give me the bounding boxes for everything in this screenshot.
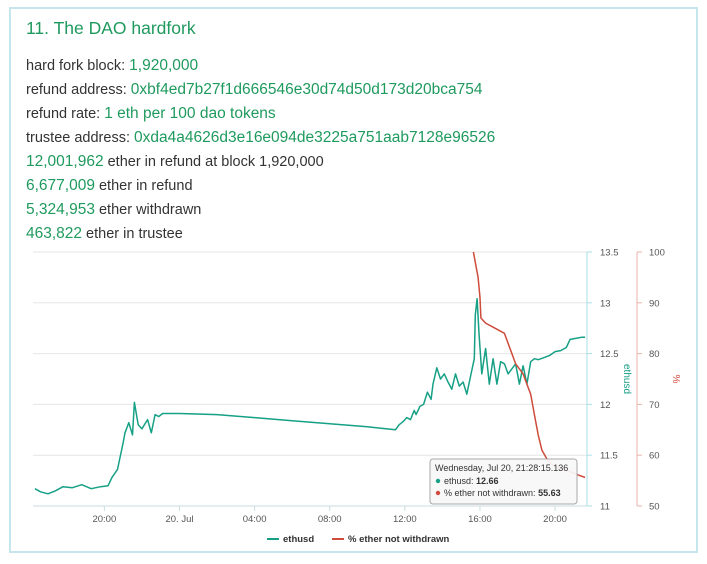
x-tick-label: 12:00 xyxy=(393,514,417,525)
tooltip-row: ethusd: 12.66 xyxy=(444,476,499,486)
info-row-ether-in-refund-at-block: 12,001,962 ether in refund at block 1,92… xyxy=(26,153,324,171)
info-value: 5,324,953 xyxy=(26,201,95,218)
pct-tick-label: 50 xyxy=(649,502,660,513)
ethusd-tick-label: 11.5 xyxy=(600,451,618,462)
ethusd-tick-label: 13 xyxy=(600,298,611,309)
tooltip-box xyxy=(429,458,578,505)
x-tick-label: 20:00 xyxy=(92,514,116,525)
chart-series xyxy=(34,251,586,495)
pct-tick-label: 90 xyxy=(649,298,660,309)
info-label: hard fork block: xyxy=(26,58,130,74)
info-row-refund-address: refund address: 0xbf4ed7b27f1d666546e30d… xyxy=(26,81,482,99)
tooltip-header: Wednesday, Jul 20, 21:28:15.136 xyxy=(435,463,568,473)
info-value: 6,677,009 xyxy=(26,177,95,194)
info-value: 463,822 xyxy=(26,225,83,242)
chart-legend[interactable]: ethusd % ether not withdrawn xyxy=(267,534,450,545)
ethusd-tick-label: 13.5 xyxy=(600,248,619,259)
x-tick-label: 20. Jul xyxy=(165,514,193,525)
legend-item-ethusd[interactable]: ethusd xyxy=(283,534,314,545)
info-value: 0xbf4ed7b27f1d666546e30d74d50d173d20bca7… xyxy=(130,81,483,98)
series-line-ethusd xyxy=(34,297,586,495)
tooltip-row-value: 12.66 xyxy=(476,476,499,486)
ethusd-tick-label: 11 xyxy=(600,502,610,513)
tooltip-dot xyxy=(435,490,441,496)
pct-tick-label: 100 xyxy=(649,248,665,259)
info-value: 12,001,962 xyxy=(26,153,104,170)
info-row-ether-in-trustee: 463,822 ether in trustee xyxy=(26,225,183,243)
info-row-trustee-address: trustee address: 0xda4a4626d3e16e094de32… xyxy=(26,129,495,147)
chart-tooltip: Wednesday, Jul 20, 21:28:15.136 ethusd: 1… xyxy=(429,458,578,505)
info-suffix: ether in trustee xyxy=(82,226,183,242)
info-label: refund rate: xyxy=(26,106,105,122)
info-row-ether-in-refund: 6,677,009 ether in refund xyxy=(26,177,193,195)
tooltip-dot xyxy=(435,478,441,484)
tooltip-row-label: ethusd: xyxy=(444,476,476,486)
pct-tick-label: 70 xyxy=(649,400,660,411)
ethusd-tick-label: 12 xyxy=(600,400,611,411)
info-value: 1,920,000 xyxy=(129,57,199,74)
info-row-hard-fork-block: hard fork block: 1,920,000 xyxy=(26,57,198,75)
info-row-ether-withdrawn: 5,324,953 ether withdrawn xyxy=(26,201,201,219)
chart-axes: 11 11.5 12 12.5 13 13.5 ethusd 50 60 70 80 90 100% 20… xyxy=(33,248,681,525)
pct-axis-title: % xyxy=(670,375,681,384)
x-tick-label: 20:00 xyxy=(543,514,567,525)
legend-item-pct-not-withdrawn[interactable]: % ether not withdrawn xyxy=(348,534,450,545)
tooltip-row-label: % ether not withdrawn: xyxy=(444,488,538,498)
ethusd-axis-title: ethusd xyxy=(621,364,632,394)
tooltip-row-value: 55.63 xyxy=(538,488,561,498)
info-suffix: ether in refund xyxy=(94,178,193,194)
info-value: 0xda4a4626d3e16e094de3225a751aab7128e965… xyxy=(134,129,496,146)
info-value: 1 eth per 100 dao tokens xyxy=(104,105,276,122)
tooltip-row: % ether not withdrawn: 55.63 xyxy=(444,488,561,498)
x-tick-label: 16:00 xyxy=(468,514,492,525)
pct-tick-label: 60 xyxy=(649,451,660,462)
info-suffix: ether in refund at block 1,920,000 xyxy=(103,154,324,170)
x-tick-label: 08:00 xyxy=(318,514,342,525)
ethusd-tick-label: 12.5 xyxy=(600,349,619,360)
series-line-pct-not-withdrawn xyxy=(472,251,586,479)
info-suffix: ether withdrawn xyxy=(94,202,202,218)
pct-tick-label: 80 xyxy=(649,349,660,360)
info-label: trustee address: xyxy=(26,130,134,146)
x-tick-label: 04:00 xyxy=(243,514,267,525)
section-title: 11. The DAO hardfork xyxy=(26,18,196,38)
dao-hardfork-panel: 11. The DAO hardfork hard fork block: 1,… xyxy=(9,7,698,553)
info-label: refund address: xyxy=(26,82,131,98)
info-row-refund-rate: refund rate: 1 eth per 100 dao tokens xyxy=(26,105,276,123)
